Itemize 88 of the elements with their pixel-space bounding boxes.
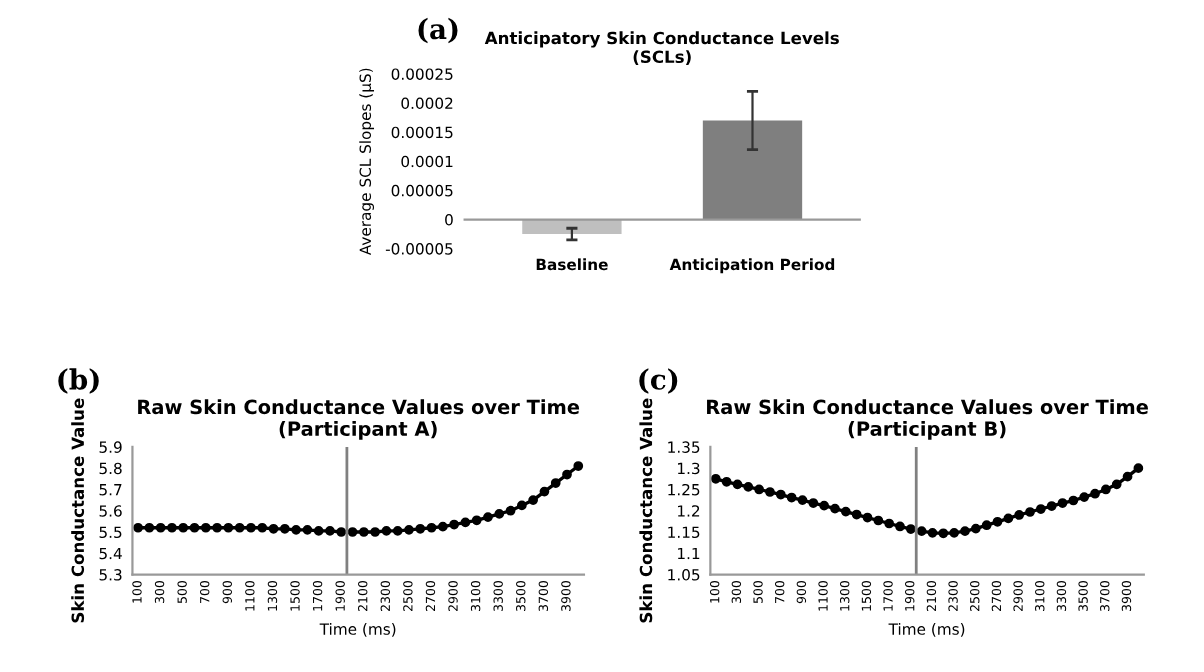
point [765, 487, 775, 497]
point [573, 461, 584, 471]
point [1057, 498, 1068, 508]
point [291, 525, 301, 535]
point [840, 506, 851, 517]
point [279, 523, 290, 534]
point [1036, 504, 1046, 514]
point [347, 527, 358, 537]
point [178, 522, 189, 533]
point [710, 473, 721, 484]
point [949, 527, 960, 538]
point [562, 469, 572, 480]
point [336, 527, 347, 537]
point [246, 522, 256, 533]
point [404, 525, 414, 535]
point [1111, 479, 1122, 490]
chart-title: Raw Skin Conductance Values over Time (Participant B) [707, 399, 1148, 440]
point [358, 527, 369, 537]
y-axis-title: Skin Conductance Value [639, 398, 653, 623]
point [223, 522, 234, 533]
point [167, 522, 177, 533]
point [437, 521, 448, 532]
point [155, 522, 166, 533]
text: (a) [418, 17, 458, 44]
point [483, 512, 493, 522]
point [1079, 492, 1090, 502]
point [133, 522, 143, 533]
point [1014, 510, 1025, 520]
point [830, 503, 840, 514]
point [819, 500, 829, 511]
point [851, 509, 862, 520]
point [938, 528, 949, 539]
point [721, 476, 732, 487]
point [981, 520, 992, 531]
point [494, 509, 505, 519]
point [1101, 484, 1111, 495]
point [927, 527, 938, 538]
point [862, 512, 873, 523]
text: (b) [58, 368, 99, 394]
point [1025, 507, 1035, 517]
point [895, 521, 905, 532]
point [970, 523, 981, 534]
text: (c) [639, 368, 678, 394]
point [325, 526, 335, 536]
point [415, 523, 426, 534]
point [905, 524, 916, 534]
point [268, 523, 279, 534]
point [1068, 495, 1079, 506]
point [754, 484, 764, 495]
point [257, 522, 268, 533]
point [392, 526, 403, 536]
y-axis-title: Skin Conductance Value [71, 398, 85, 623]
point [786, 492, 797, 503]
point [471, 515, 482, 526]
point [426, 522, 437, 533]
point [873, 515, 884, 526]
point [732, 479, 743, 490]
point [313, 526, 324, 536]
point [370, 527, 380, 537]
point [992, 516, 1003, 527]
point [550, 478, 561, 488]
point [505, 505, 516, 516]
point [212, 522, 222, 533]
chart-title: Anticipatory Skin Conductance Levels (SCLs) [484, 31, 839, 66]
chart-title: Raw Skin Conductance Values over Time (Participant A) [138, 399, 580, 440]
point [449, 519, 459, 530]
point [234, 522, 245, 533]
point [1046, 501, 1057, 511]
point [884, 518, 895, 529]
point [916, 526, 927, 537]
point [517, 500, 527, 511]
point [144, 522, 155, 533]
point [1090, 488, 1100, 499]
point [743, 482, 754, 492]
point [1122, 471, 1133, 482]
point [460, 517, 471, 528]
point [775, 489, 786, 500]
point [1133, 463, 1144, 474]
point [797, 495, 808, 505]
point [1003, 513, 1014, 524]
point [960, 526, 970, 537]
point [200, 522, 211, 533]
point [528, 495, 539, 505]
point [381, 526, 392, 536]
point [808, 498, 819, 508]
point [189, 522, 200, 533]
point [302, 525, 313, 535]
point [539, 486, 550, 497]
